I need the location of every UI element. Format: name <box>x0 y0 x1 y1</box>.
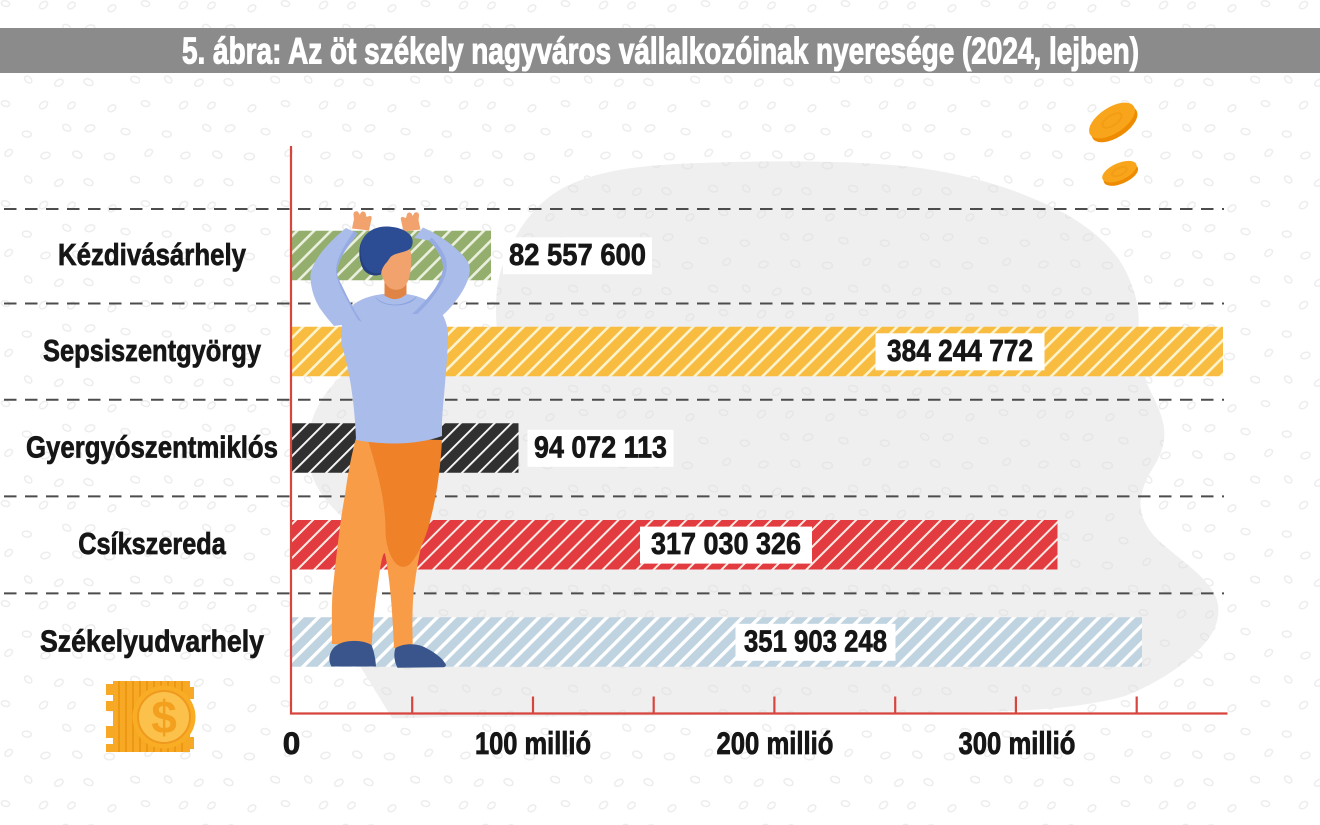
svg-text:$: $ <box>151 691 177 743</box>
svg-text:0: 0 <box>283 725 301 761</box>
svg-text:Csíkszereda: Csíkszereda <box>78 527 226 561</box>
svg-text:Sepsiszentgyörgy: Sepsiszentgyörgy <box>43 334 261 368</box>
svg-text:5. ábra: Az öt székely nagyvár: 5. ábra: Az öt székely nagyváros vállalk… <box>182 30 1139 72</box>
svg-text:317 030 326: 317 030 326 <box>651 527 801 561</box>
svg-text:351 903 248: 351 903 248 <box>744 624 887 658</box>
svg-text:200 millió: 200 millió <box>717 725 834 761</box>
svg-text:Kézdivásárhely: Kézdivásárhely <box>58 238 246 272</box>
svg-text:Székelyudvarhely: Székelyudvarhely <box>40 624 264 658</box>
svg-text:94 072 113: 94 072 113 <box>534 430 667 464</box>
svg-text:100 millió: 100 millió <box>475 725 591 761</box>
svg-text:82 557 600: 82 557 600 <box>509 238 646 272</box>
svg-text:384 244 772: 384 244 772 <box>887 334 1033 368</box>
svg-text:300 millió: 300 millió <box>959 725 1076 761</box>
svg-text:Gyergyószentmiklós: Gyergyószentmiklós <box>26 430 278 464</box>
